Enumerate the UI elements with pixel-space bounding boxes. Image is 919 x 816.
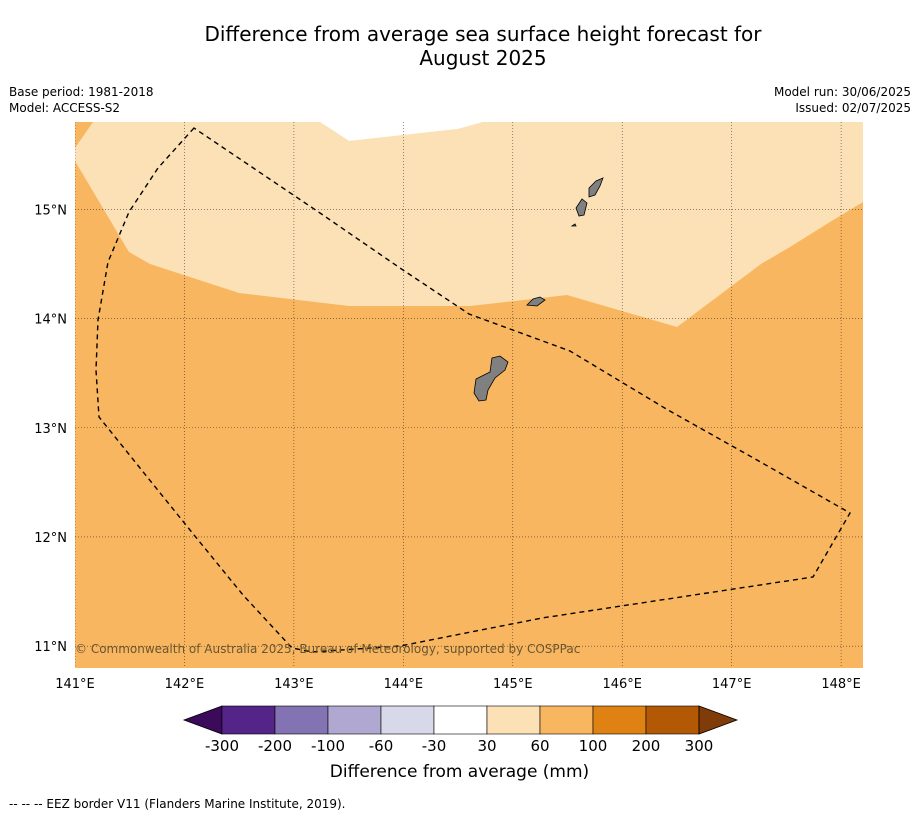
chart-title: Difference from average sea surface heig… (0, 22, 919, 70)
colorbar-segment (327, 705, 382, 735)
map-figure: © Commonwealth of Australia 2025, Bureau… (34, 122, 863, 755)
meta-left: Base period: 1981-2018 Model: ACCESS-S2 (9, 84, 154, 116)
longitude-tick-labels: 141°E 142°E 143°E 144°E 145°E 146°E 147°E 148°E (55, 677, 861, 692)
colorbar-tick-label: -300 (205, 737, 239, 755)
longitude-tick-label: 145°E (493, 677, 533, 692)
latitude-tick-label: 14°N (34, 313, 67, 328)
colorbar-segment (592, 705, 647, 735)
longitude-tick-label: 146°E (602, 677, 642, 692)
meta-right: Model run: 30/06/2025 Issued: 02/07/2025 (774, 84, 911, 116)
copyright-text: © Commonwealth of Australia 2025, Bureau… (75, 642, 580, 656)
latitude-tick-label: 11°N (34, 640, 67, 655)
longitude-tick-label: 142°E (165, 677, 205, 692)
saipan-island (588, 177, 604, 198)
eez-footnote: -- -- -- EEZ border V11 (Flanders Marine… (9, 797, 346, 811)
colorbar-tick-label: -30 (422, 737, 447, 755)
colorbar-segment (274, 705, 329, 735)
rota-island (526, 296, 546, 307)
colorbar-tick-label: -100 (311, 737, 345, 755)
map-area: © Commonwealth of Australia 2025, Bureau… (75, 122, 863, 668)
latitude-tick-labels: 15°N 14°N 13°N 12°N 11°N (34, 203, 67, 655)
colorbar-tick-label: 30 (477, 737, 496, 755)
colorbar-tick-label: 300 (685, 737, 714, 755)
title-line-2: August 2025 (419, 46, 547, 70)
colorbar-tick-label: 100 (579, 737, 608, 755)
latitude-tick-label: 15°N (34, 203, 67, 218)
graticule (75, 122, 863, 668)
colorbar-segment (486, 705, 541, 735)
colorbar-tick-label: 200 (632, 737, 661, 755)
colorbar-tick-label: 60 (530, 737, 549, 755)
colorbar-tick-label: -200 (258, 737, 292, 755)
issued-text: Issued: 02/07/2025 (795, 101, 911, 115)
anomaly-band-below-30 (320, 122, 483, 141)
colorbar-title: Difference from average (mm) (329, 762, 590, 782)
colorbar-tick-label: -60 (369, 737, 394, 755)
longitude-tick-label: 148°E (821, 677, 861, 692)
aguijan-islet (570, 223, 577, 227)
longitude-tick-label: 147°E (712, 677, 752, 692)
longitude-tick-label: 144°E (384, 677, 424, 692)
colorbar: -300 -200 -100 -60 -30 30 60 100 200 300 (182, 705, 739, 755)
latitude-tick-label: 13°N (34, 422, 67, 437)
anomaly-band-30-60 (75, 122, 863, 327)
colorbar-segment (221, 705, 276, 735)
colorbar-segment (645, 705, 700, 735)
colorbar-extend-max (698, 705, 739, 735)
longitude-tick-label: 141°E (55, 677, 95, 692)
colorbar-segment (433, 705, 488, 735)
eez-border (95, 127, 851, 653)
colorbar-segment (380, 705, 435, 735)
title-line-1: Difference from average sea surface heig… (204, 22, 762, 46)
guam-island (473, 355, 509, 402)
latitude-tick-label: 12°N (34, 531, 67, 546)
tinian-island (575, 198, 588, 217)
colorbar-extend-min (182, 705, 223, 735)
model-text: Model: ACCESS-S2 (9, 101, 121, 115)
colorbar-segment (539, 705, 594, 735)
longitude-tick-label: 143°E (274, 677, 314, 692)
model-run-text: Model run: 30/06/2025 (773, 85, 911, 99)
base-period-text: Base period: 1981-2018 (9, 85, 154, 99)
